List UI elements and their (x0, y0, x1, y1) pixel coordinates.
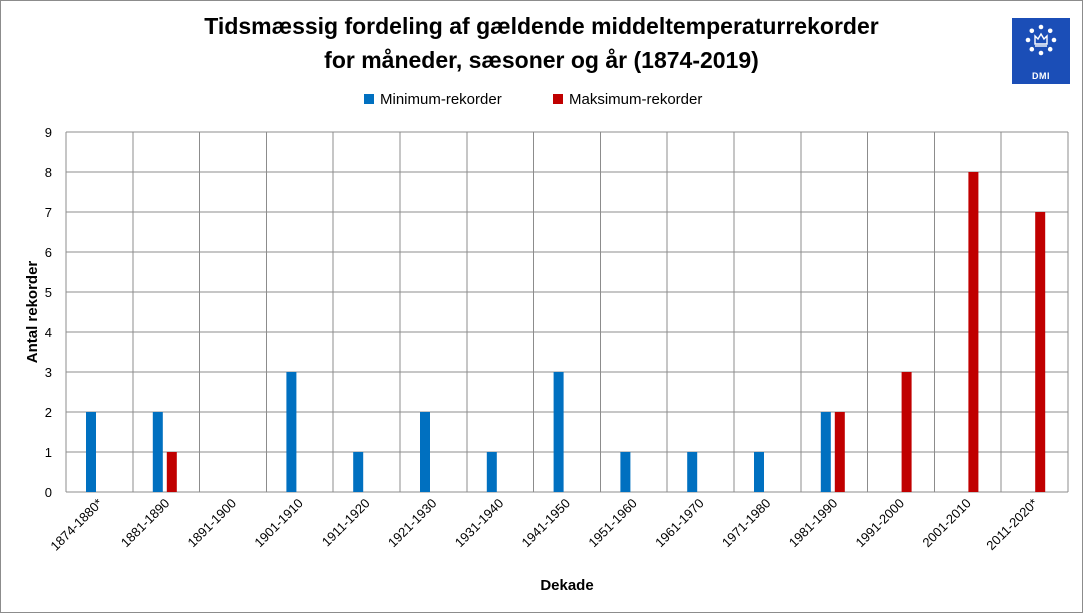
x-tick-label: 1881-1890 (118, 496, 173, 551)
x-tick-label: 1981-1990 (786, 496, 841, 551)
bar (86, 412, 96, 492)
x-tick-label: 1971-1980 (719, 496, 774, 551)
y-tick-label: 2 (45, 405, 52, 420)
crown-in-star-circle-icon (1025, 24, 1057, 56)
legend-swatch-maksimum (553, 94, 563, 105)
y-tick-label: 6 (45, 245, 52, 260)
legend-item-minimum: Minimum-rekorder (364, 90, 502, 110)
bar (1035, 212, 1046, 492)
x-tick-label: 1991-2000 (853, 496, 908, 551)
bar (553, 372, 564, 492)
x-tick-label: 1911-1920 (319, 496, 373, 550)
legend-label-minimum: Minimum-rekorder (380, 91, 502, 108)
bar (152, 412, 163, 492)
bar (901, 372, 912, 492)
dmi-logo: DMI (1012, 18, 1070, 84)
legend-swatch-minimum (364, 94, 374, 105)
x-tick-label: 1874-1880* (47, 496, 105, 554)
bar (486, 452, 497, 492)
x-tick-label: 1921-1930 (385, 496, 440, 551)
y-tick-label: 7 (45, 205, 52, 220)
legend-label-maksimum: Maksimum-rekorder (569, 91, 703, 108)
bar (687, 452, 698, 492)
y-tick-label: 0 (45, 485, 52, 500)
bar (286, 372, 297, 492)
chart-title-line-2: for måneder, sæsoner og år (1874-2019) (324, 47, 759, 73)
bar (834, 412, 845, 492)
bar (620, 452, 631, 492)
y-tick-label: 5 (45, 285, 52, 300)
x-tick-label: 1951-1960 (585, 496, 640, 551)
bar (968, 172, 979, 492)
x-tick-label: 1891-1900 (185, 496, 240, 551)
x-axis-label: Dekade (540, 577, 593, 594)
x-tick-label: 1901-1910 (251, 496, 306, 551)
y-tick-label: 9 (45, 125, 52, 140)
y-tick-label: 1 (45, 445, 52, 460)
bar (420, 412, 430, 492)
y-tick-label: 8 (45, 165, 52, 180)
y-tick-label: 4 (45, 325, 52, 340)
x-tick-label: 1931-1940 (452, 496, 507, 551)
x-tick-label: 2001-2010 (919, 496, 974, 551)
logo-text: DMI (1032, 71, 1050, 81)
x-tick-label: 1941-1950 (519, 496, 574, 551)
bar (820, 412, 831, 492)
bar (754, 452, 764, 492)
chart-title-line-1: Tidsmæssig fordeling af gældende middelt… (204, 13, 879, 39)
bar (166, 452, 177, 492)
x-tick-label: 2011-2020* (983, 496, 1040, 553)
y-axis-label: Antal rekorder (24, 261, 41, 364)
y-tick-label: 3 (45, 365, 52, 380)
x-tick-label: 1961-1970 (652, 496, 707, 551)
bar (353, 452, 364, 492)
legend-item-maksimum: Maksimum-rekorder (553, 90, 702, 110)
